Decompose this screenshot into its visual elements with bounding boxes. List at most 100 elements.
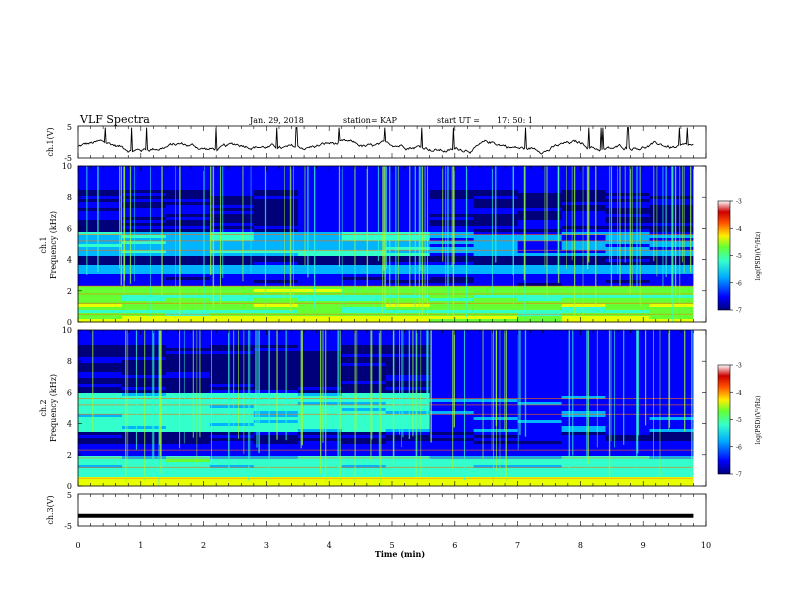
spectrogram-cell — [649, 429, 694, 433]
y-tick-label: 6 — [67, 388, 72, 397]
spectrogram-cell — [341, 286, 387, 290]
spectrogram-cell — [649, 339, 694, 343]
spectrogram-cell — [165, 193, 211, 197]
spectrogram-cell — [473, 301, 519, 305]
spectrogram-cell — [165, 459, 211, 463]
spectrogram-cell — [297, 166, 343, 170]
spectrogram-cell — [385, 444, 431, 448]
spectrogram-cell — [78, 271, 123, 275]
spectrogram-cell — [122, 319, 167, 323]
spectrogram-cell — [122, 229, 167, 233]
spectrogram-cell — [649, 366, 694, 370]
spectrogram-cell — [78, 175, 123, 179]
spectrogram-cell — [209, 408, 255, 412]
spectrogram-cell — [209, 190, 255, 194]
spectrogram-cell — [341, 268, 387, 272]
spectrogram-cell — [165, 477, 211, 481]
spectrogram-cell — [253, 214, 299, 218]
spectrogram-cell — [517, 196, 563, 200]
spectrogram-cell — [165, 238, 211, 242]
spectrogram-cell — [297, 310, 343, 314]
spectrogram-cell — [253, 384, 299, 388]
spectrogram-cell — [165, 447, 211, 451]
spectrogram-cell — [385, 172, 431, 176]
spectrogram-cell — [385, 274, 431, 278]
spectrogram-cell — [429, 438, 475, 442]
spectrogram-cell — [209, 196, 255, 200]
spectrogram-cell — [165, 259, 211, 263]
spectrogram-cell — [341, 259, 387, 263]
spectrogram-cell — [122, 304, 167, 308]
spectrogram-cell — [122, 286, 167, 290]
spectrogram-cell — [122, 307, 167, 311]
spectrogram-cell — [473, 477, 519, 481]
spectrogram-cell — [122, 190, 167, 194]
spectrogram-cell — [253, 238, 299, 242]
spectrogram-cell — [561, 232, 607, 236]
spectrogram-cell — [517, 289, 563, 293]
spectrogram-cell — [429, 447, 475, 451]
spectrogram-cell — [385, 420, 431, 424]
spectrogram-cell — [78, 316, 123, 320]
spectrogram-cell — [385, 399, 431, 403]
spectrogram-cell — [341, 462, 387, 466]
spectrogram-cell — [605, 277, 650, 281]
spectrogram-cell — [385, 205, 431, 209]
y-tick-label: 10 — [62, 162, 72, 171]
spectrogram-cell — [517, 319, 563, 323]
spectrogram-cell — [209, 211, 255, 215]
spectrogram-cell — [429, 423, 475, 427]
x-tick-label: 3 — [264, 541, 269, 550]
spectrogram-cell — [561, 226, 607, 230]
spectrogram-cell — [517, 301, 563, 305]
spectrogram-cell — [473, 429, 519, 433]
spectrogram-cell — [253, 363, 299, 367]
spectrogram-cell — [385, 193, 431, 197]
spectrogram-cell — [297, 319, 343, 323]
spectrogram-cell — [78, 193, 123, 197]
spectrogram-cell — [429, 319, 475, 323]
spectrogram-cell — [122, 226, 167, 230]
spectrogram-cell — [165, 342, 211, 346]
spectrogram-cell — [78, 190, 123, 194]
spectrogram-cell — [605, 339, 650, 343]
spectrogram-cell — [165, 441, 211, 445]
spectrogram-cell — [78, 268, 123, 272]
spectrogram-cell — [78, 480, 123, 484]
spectrogram-cell — [78, 211, 123, 215]
spectrogram-cell — [517, 417, 563, 421]
spectrogram-cell — [649, 316, 694, 320]
spectrogram-cell — [78, 196, 123, 200]
spectrogram-cell — [253, 271, 299, 275]
spectrogram-cell — [385, 199, 431, 203]
spectrogram-cell — [253, 366, 299, 370]
spectrogram-cell — [561, 319, 607, 323]
spectrogram-cell — [209, 169, 255, 173]
spectrogram-cell — [78, 339, 123, 343]
spectrogram-cell — [605, 366, 650, 370]
spectrogram-cell — [253, 483, 299, 487]
spectrogram-cell — [605, 402, 650, 406]
spectrogram-cell — [649, 304, 694, 308]
spectrogram-cell — [165, 432, 211, 436]
spectrogram-cell — [297, 307, 343, 311]
spectrogram-cell — [385, 304, 431, 308]
spectrogram-cell — [253, 351, 299, 355]
ch1-ytick-bottom: -5 — [64, 154, 72, 163]
spectrogram-cell — [253, 390, 299, 394]
spectrogram-cell — [341, 378, 387, 382]
spectrogram-cell — [561, 423, 607, 427]
spectrogram-cell — [297, 190, 343, 194]
spectrogram-cell — [385, 238, 431, 242]
spectrogram-cell — [341, 420, 387, 424]
spectrogram-cell — [341, 289, 387, 293]
spectrogram-cell — [605, 205, 650, 209]
spectrogram-cell — [253, 417, 299, 421]
spectrogram-cell — [122, 259, 167, 263]
spectrogram-cell — [297, 211, 343, 215]
spectrogram-cell — [297, 295, 343, 299]
spectrogram-cell — [297, 247, 343, 251]
spectrogram-cell — [385, 462, 431, 466]
spectrogram-cell — [78, 420, 123, 424]
spectrogram-cell — [385, 360, 431, 364]
